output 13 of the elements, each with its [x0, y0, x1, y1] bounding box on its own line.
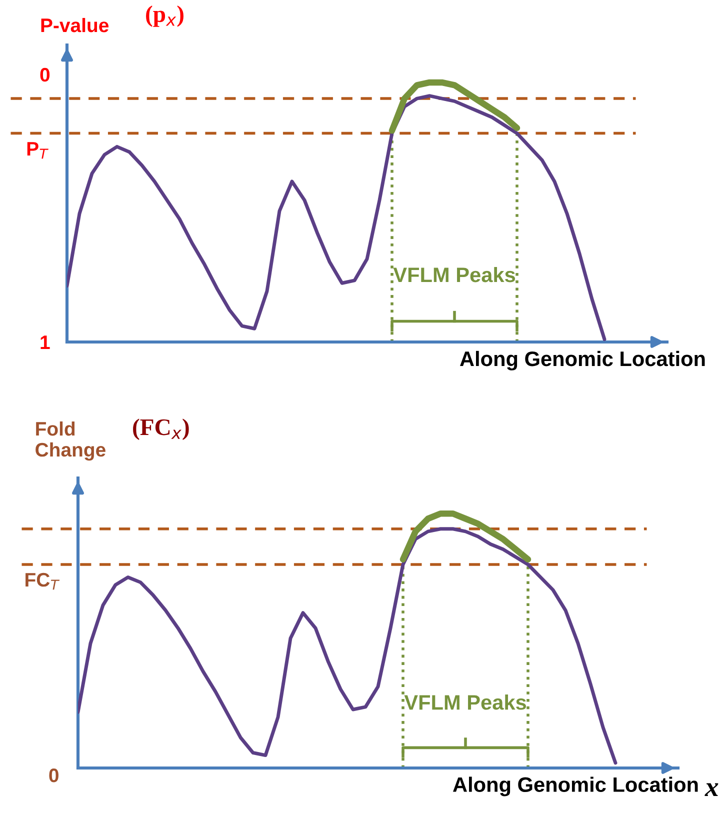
annotation: VFLM Peaks: [393, 266, 516, 282]
chart-subtitle: (FC$_{x}$): [133, 418, 189, 440]
text: x: [704, 783, 718, 796]
x-axis-title: Along Genomic Location: [460, 350, 705, 370]
y-tick-label: 1: [40, 336, 50, 350]
chart-subtitle: (p$_{x}$): [146, 5, 184, 27]
annotation: VFLM Peaks: [404, 694, 526, 710]
ref-line-label: FC$_{T}$: [26, 572, 60, 590]
ref-line-label: P$_{T}$: [27, 142, 48, 159]
y-axis-title: Fold Change: [36, 421, 106, 461]
text: 0: [49, 768, 58, 782]
x-axis-title: Along Genomic Location: [453, 776, 698, 796]
y-axis-title: P-value: [41, 18, 109, 32]
